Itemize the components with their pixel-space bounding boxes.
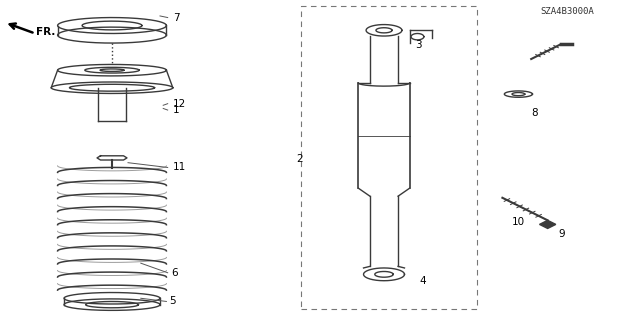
Text: FR.: FR. [36, 27, 56, 37]
Text: 4: 4 [419, 276, 426, 286]
Text: 5: 5 [170, 296, 176, 307]
Text: 1: 1 [173, 105, 179, 115]
Text: 12: 12 [173, 99, 186, 109]
Polygon shape [540, 220, 556, 228]
Text: 7: 7 [173, 12, 179, 23]
Text: 8: 8 [531, 108, 538, 118]
Text: 11: 11 [173, 162, 186, 173]
Text: 3: 3 [415, 40, 421, 50]
Text: 6: 6 [172, 268, 178, 278]
Bar [301, 6, 477, 309]
Text: 9: 9 [559, 229, 565, 240]
Text: 10: 10 [512, 217, 525, 227]
Text: 2: 2 [296, 154, 303, 165]
Text: SZA4B3000A: SZA4B3000A [541, 7, 595, 16]
